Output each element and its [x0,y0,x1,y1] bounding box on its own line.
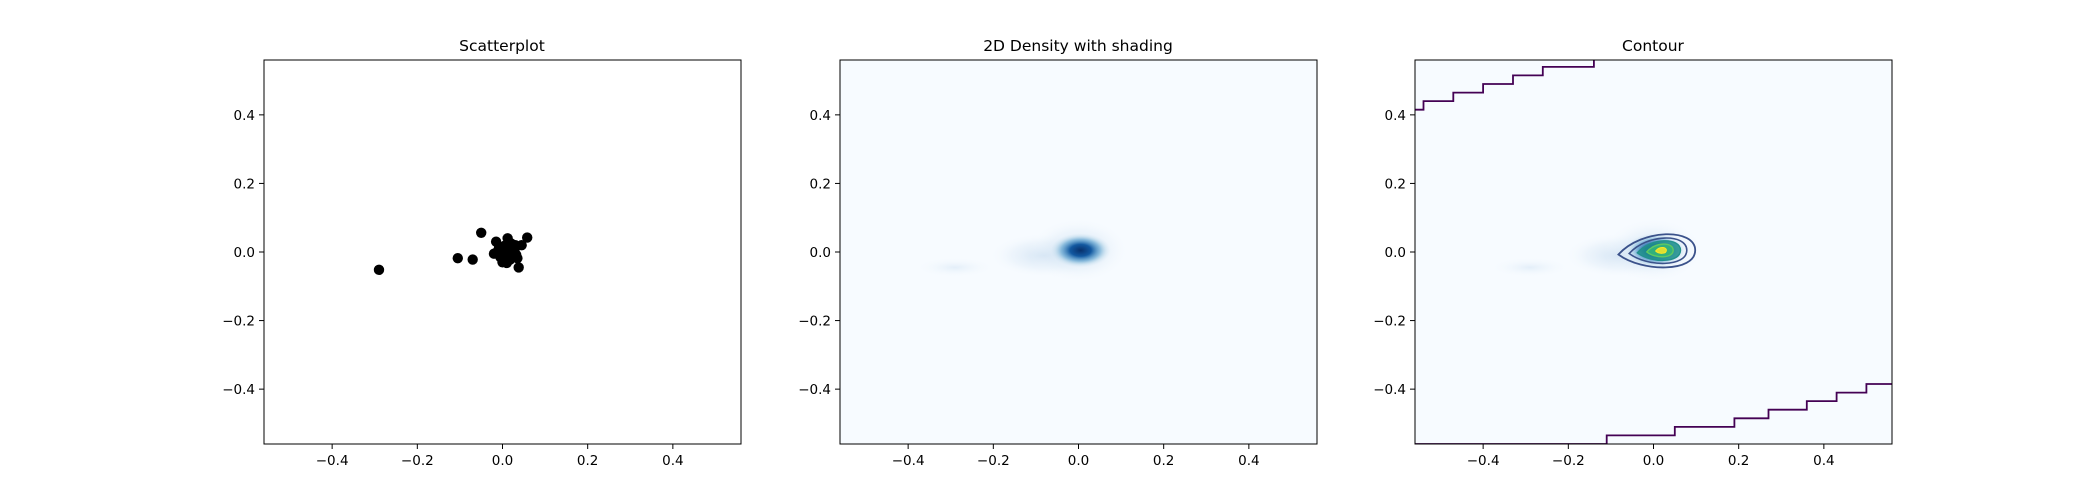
scatter-point [467,254,478,265]
x-tick-label: −0.2 [977,453,1010,469]
x-tick-label: −0.4 [892,453,925,469]
density-panel: 2D Density with shading −0.4 −0.2 0.0 0.2 0.… [798,37,1318,469]
plot-area [840,60,1317,444]
x-tick-label: 0.0 [1068,453,1089,469]
contour-line [1654,246,1667,254]
y-tick-label: −0.2 [1373,314,1406,330]
density-tail [1489,257,1570,278]
y-tick-label: 0.4 [810,108,831,124]
y-tick-label: 0.0 [1385,245,1406,261]
tick-marks: −0.4 −0.2 0.0 0.2 0.4 −0.4 −0.2 0.0 0.2 0.4 [798,108,1259,469]
y-tick-label: −0.4 [1373,382,1406,398]
y-tick-label: 0.0 [234,245,255,261]
density-tail [914,257,995,278]
x-tick-label: 0.2 [1728,453,1749,469]
x-tick-label: −0.2 [401,453,434,469]
contour-line [1415,60,1595,111]
plot-area [1415,60,1892,444]
scatter-point [452,252,463,264]
scatter-point [504,251,515,263]
y-tick-label: 0.2 [1385,176,1406,192]
scatter-point [373,264,385,276]
contour-line [1617,233,1697,269]
x-tick-label: −0.4 [1467,453,1500,469]
x-tick-label: −0.4 [316,453,349,469]
contour-line [1628,237,1688,265]
x-tick-label: 0.4 [1238,453,1259,469]
x-tick-label: −0.2 [1552,453,1585,469]
scatter-point [476,227,487,238]
scatter-point [497,243,508,254]
x-tick-label: 0.0 [492,453,513,469]
y-tick-label: 0.2 [810,176,831,192]
tick-marks: −0.4 −0.2 0.0 0.2 0.4 −0.4 −0.2 0.0 0.2 0.4 [222,108,683,469]
tick-marks: −0.4 −0.2 0.0 0.2 0.4 −0.4 −0.2 0.0 0.2 0.4 [1373,108,1834,469]
scatter-point [512,252,523,264]
x-tick-label: 0.4 [662,453,683,469]
x-tick-label: 0.2 [1153,453,1174,469]
chart-title: Contour [1622,37,1685,55]
contour-line [1415,383,1892,444]
y-tick-label: 0.2 [234,176,255,192]
x-tick-label: 0.4 [1813,453,1834,469]
x-tick-label: 0.2 [577,453,598,469]
plot-area [373,227,533,276]
x-tick-label: 0.0 [1643,453,1664,469]
y-tick-label: −0.4 [222,382,255,398]
scatter-point [522,232,533,243]
y-tick-label: 0.4 [1385,108,1406,124]
chart-title: 2D Density with shading [983,37,1173,55]
scatterplot-panel: Scatterplot −0.4 −0.2 0.0 0.2 0.4 −0.4 −0.2 0.0… [222,37,742,469]
scatter-point [516,239,527,251]
y-tick-label: −0.4 [798,382,831,398]
y-tick-label: 0.4 [234,108,255,124]
y-tick-label: −0.2 [798,314,831,330]
scatter-point [513,262,524,273]
density-peak [1050,233,1111,268]
y-tick-label: −0.2 [222,314,255,330]
chart-title: Scatterplot [459,37,545,55]
y-tick-label: 0.0 [810,245,831,261]
contour-panel: Contour −0.4 −0.2 0.0 0.2 0.4 −0.4 −0.2 0.0 0.2 0… [1373,37,1893,469]
